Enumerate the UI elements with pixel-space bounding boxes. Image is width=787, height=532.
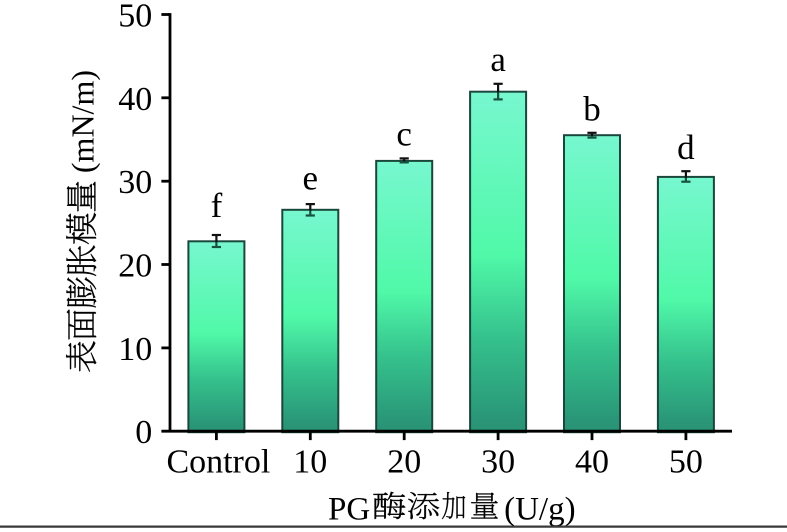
- svg-text:50: 50: [118, 0, 152, 35]
- svg-text:d: d: [677, 128, 695, 167]
- svg-text:(mN/m): (mN/m): [65, 70, 101, 181]
- svg-text:f: f: [211, 186, 223, 225]
- svg-text:b: b: [583, 89, 601, 128]
- svg-text:Control: Control: [166, 443, 270, 480]
- svg-text:10: 10: [118, 331, 152, 368]
- svg-text:40: 40: [575, 443, 609, 480]
- svg-text:30: 30: [481, 443, 515, 480]
- svg-text:e: e: [303, 158, 319, 197]
- svg-text:20: 20: [387, 443, 421, 480]
- svg-text:10: 10: [293, 443, 327, 480]
- svg-text:40: 40: [118, 81, 152, 118]
- svg-text:a: a: [490, 40, 506, 79]
- svg-text:c: c: [396, 115, 412, 154]
- svg-text:PG: PG: [328, 492, 370, 528]
- svg-text:30: 30: [118, 164, 152, 201]
- svg-text:50: 50: [669, 443, 703, 480]
- svg-text:20: 20: [118, 248, 152, 285]
- svg-text:(U/g): (U/g): [504, 492, 575, 528]
- svg-text:0: 0: [135, 414, 152, 451]
